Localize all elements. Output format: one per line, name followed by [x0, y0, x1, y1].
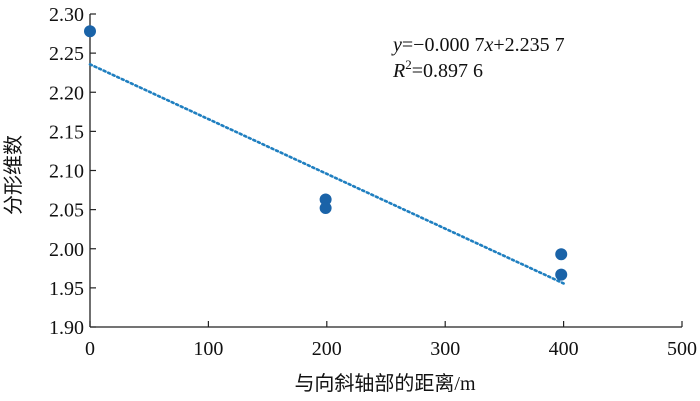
r2-value: =0.897 6 [412, 60, 483, 82]
y-tick-label: 2.00 [49, 239, 84, 261]
r2-label: R [392, 60, 405, 82]
equation-slope: =−0.000 7 [402, 34, 485, 56]
data-point [319, 193, 332, 206]
y-axis-title: 分形维数 [2, 135, 25, 215]
y-tick-label: 2.20 [49, 82, 84, 104]
r2-superscript: 2 [405, 57, 412, 72]
y-tick-label: 1.90 [49, 317, 84, 339]
y-tick-label: 2.10 [49, 161, 84, 183]
x-tick-label: 500 [667, 338, 697, 360]
trendline-group [88, 63, 565, 285]
data-points [84, 25, 568, 281]
x-tick-label: 300 [430, 338, 460, 360]
data-point [555, 268, 568, 281]
x-tick-label: 0 [85, 338, 95, 360]
data-point [555, 248, 568, 261]
axes [89, 14, 682, 328]
y-tick-label: 2.15 [49, 121, 84, 143]
x-axis-ticks: 0 100 200 300 400 500 [85, 321, 697, 360]
trendline [88, 63, 565, 285]
x-tick-label: 400 [549, 338, 579, 360]
regression-equation: y=−0.000 7x+2.235 7 [391, 34, 565, 56]
equation-x-var: x [483, 34, 493, 56]
y-tick-label: 2.30 [49, 4, 84, 26]
x-axis-title: 与向斜轴部的距离/m [294, 372, 476, 395]
data-point [84, 25, 96, 38]
y-tick-label: 1.95 [49, 278, 84, 300]
r-squared-text: R2=0.897 6 [392, 57, 483, 82]
y-axis-ticks: 1.90 1.95 2.00 2.05 2.10 2.15 2.20 2.25 2.30 [49, 4, 96, 339]
equation-y-var: y [391, 34, 402, 56]
data-point [319, 202, 332, 215]
x-tick-label: 200 [312, 338, 342, 360]
equation-intercept: +2.235 7 [493, 34, 564, 56]
y-tick-label: 2.25 [49, 43, 84, 65]
y-tick-label: 2.05 [49, 200, 84, 222]
x-tick-label: 100 [193, 338, 223, 360]
